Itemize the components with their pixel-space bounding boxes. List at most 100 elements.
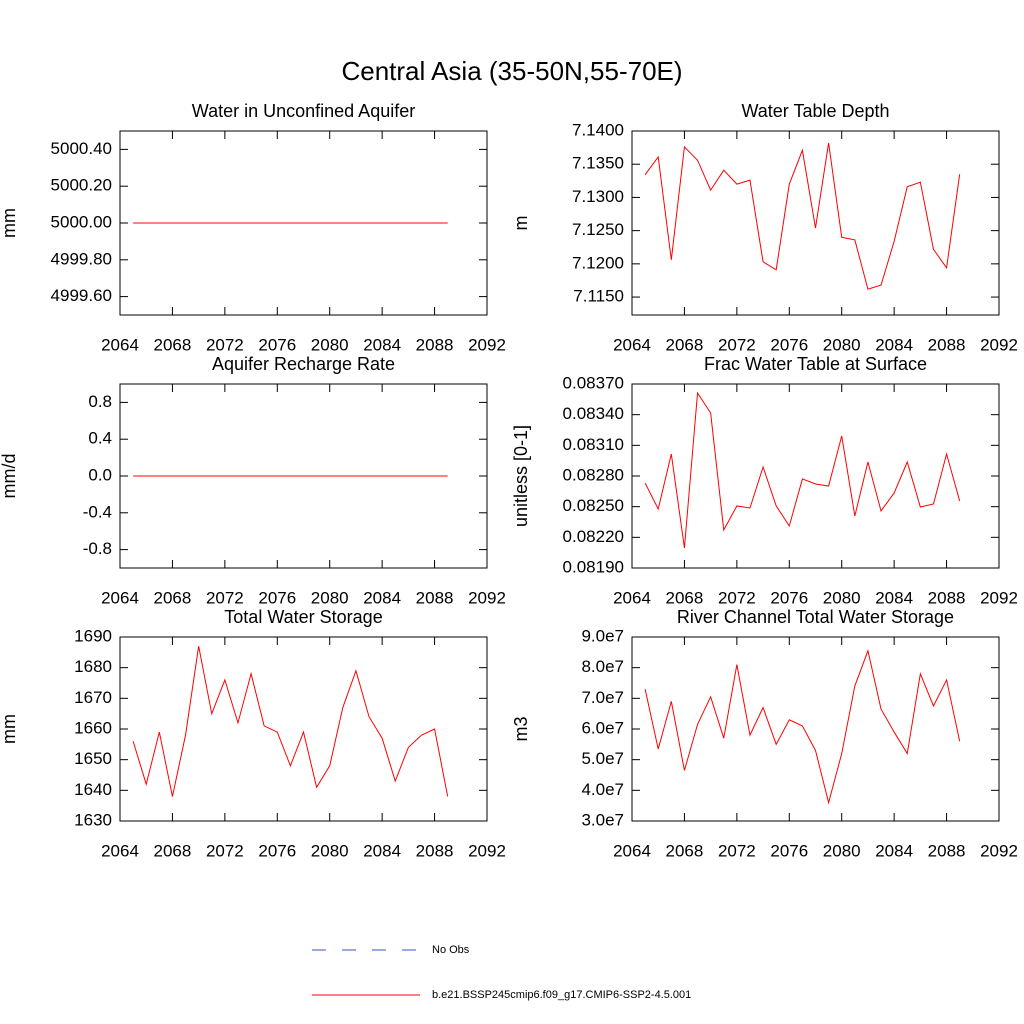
y-tick-label: 0.08370 <box>563 373 624 392</box>
x-tick-label: 2084 <box>875 588 913 607</box>
x-tick-label: 2080 <box>823 335 861 354</box>
x-tick-label: 2064 <box>613 588 651 607</box>
x-tick-label: 2080 <box>823 841 861 860</box>
y-tick-label: 1630 <box>74 810 112 829</box>
y-tick-label: 0.08250 <box>563 496 624 515</box>
y-tick-label: 4999.80 <box>51 249 112 268</box>
y-tick-label: 1660 <box>74 718 112 737</box>
x-tick-label: 2088 <box>928 335 966 354</box>
x-tick-label: 2068 <box>666 588 704 607</box>
x-tick-label: 2092 <box>980 588 1018 607</box>
panel-title: Aquifer Recharge Rate <box>212 354 395 374</box>
x-tick-label: 2084 <box>363 335 401 354</box>
panel-title: Total Water Storage <box>224 607 382 627</box>
y-tick-label: 0.8 <box>88 392 112 411</box>
data-line <box>644 391 961 549</box>
x-tick-label: 2064 <box>101 335 139 354</box>
y-tick-label: 5000.20 <box>51 176 112 195</box>
plot-frame <box>631 130 1000 316</box>
y-tick-label: 7.1150 <box>573 287 624 306</box>
panel-title: Water in Unconfined Aquifer <box>192 101 415 121</box>
y-tick-label: 1650 <box>74 749 112 768</box>
y-tick-label: 9.0e7 <box>581 626 624 645</box>
x-tick-label: 2084 <box>875 335 913 354</box>
x-tick-label: 2064 <box>613 841 651 860</box>
x-tick-label: 2068 <box>154 335 192 354</box>
x-tick-label: 2068 <box>154 841 192 860</box>
x-tick-label: 2076 <box>258 335 296 354</box>
y-tick-label: 0.08280 <box>563 465 624 484</box>
y-axis-label: m <box>511 216 531 231</box>
y-axis-label: mm <box>0 208 19 238</box>
y-tick-label: 8.0e7 <box>581 657 624 676</box>
y-tick-label: 4.0e7 <box>581 780 624 799</box>
plot-frame <box>631 636 1000 822</box>
x-tick-label: 2092 <box>980 335 1018 354</box>
x-tick-label: 2072 <box>206 335 244 354</box>
y-tick-label: 7.1200 <box>572 253 624 272</box>
y-tick-label: 7.1400 <box>572 120 624 139</box>
y-tick-label: 1670 <box>74 688 112 707</box>
data-line <box>644 649 961 805</box>
y-tick-label: 7.0e7 <box>581 688 624 707</box>
x-tick-label: 2076 <box>770 335 808 354</box>
data-line <box>132 646 449 797</box>
data-line <box>644 142 961 290</box>
y-tick-label: 0.4 <box>88 429 112 448</box>
x-tick-label: 2072 <box>206 841 244 860</box>
plot-frame <box>119 636 488 822</box>
x-tick-label: 2068 <box>154 588 192 607</box>
x-tick-label: 2084 <box>363 588 401 607</box>
x-tick-label: 2092 <box>468 588 506 607</box>
x-tick-label: 2064 <box>101 588 139 607</box>
x-tick-label: 2088 <box>928 841 966 860</box>
x-tick-label: 2084 <box>875 841 913 860</box>
y-tick-label: -0.8 <box>83 539 112 558</box>
x-tick-label: 2064 <box>613 335 651 354</box>
y-tick-label: 0.0 <box>88 465 112 484</box>
x-tick-label: 2088 <box>416 588 454 607</box>
y-axis-label: mm <box>0 714 19 744</box>
y-tick-label: 0.08190 <box>563 557 624 576</box>
y-tick-label: 7.1250 <box>572 220 624 239</box>
x-tick-label: 2072 <box>206 588 244 607</box>
y-axis-label: unitless [0-1] <box>511 425 531 527</box>
x-tick-label: 2076 <box>770 588 808 607</box>
y-tick-label: 5000.40 <box>51 139 112 158</box>
y-tick-label: 0.08340 <box>563 404 624 423</box>
y-tick-label: 4999.60 <box>51 286 112 305</box>
x-tick-label: 2084 <box>363 841 401 860</box>
panel-title: Water Table Depth <box>741 101 889 121</box>
x-tick-label: 2092 <box>468 335 506 354</box>
y-tick-label: 5000.00 <box>51 212 112 231</box>
y-tick-label: 3.0e7 <box>581 810 624 829</box>
x-tick-label: 2092 <box>468 841 506 860</box>
x-tick-label: 2072 <box>718 335 756 354</box>
plot-frame <box>631 383 1000 569</box>
panel-title: River Channel Total Water Storage <box>677 607 954 627</box>
y-tick-label: 1690 <box>74 626 112 645</box>
y-tick-label: 0.08310 <box>563 435 624 454</box>
x-tick-label: 2080 <box>823 588 861 607</box>
y-tick-label: -0.4 <box>83 502 112 521</box>
x-tick-label: 2088 <box>928 588 966 607</box>
y-axis-label: m3 <box>511 716 531 741</box>
x-tick-label: 2068 <box>666 841 704 860</box>
x-tick-label: 2088 <box>416 841 454 860</box>
legend-label: b.e21.BSSP245cmip6.f09_g17.CMIP6-SSP2-4.… <box>432 989 691 1001</box>
figure-title: Central Asia (35-50N,55-70E) <box>341 56 682 86</box>
y-tick-label: 1680 <box>74 657 112 676</box>
x-tick-label: 2092 <box>980 841 1018 860</box>
x-tick-label: 2072 <box>718 841 756 860</box>
x-tick-label: 2076 <box>258 588 296 607</box>
y-tick-label: 7.1350 <box>572 154 624 173</box>
y-tick-label: 0.08220 <box>563 527 624 546</box>
x-tick-label: 2080 <box>311 841 349 860</box>
x-tick-label: 2068 <box>666 335 704 354</box>
panel-title: Frac Water Table at Surface <box>704 354 927 374</box>
x-tick-label: 2080 <box>311 335 349 354</box>
x-tick-label: 2064 <box>101 841 139 860</box>
x-tick-label: 2080 <box>311 588 349 607</box>
y-tick-label: 5.0e7 <box>581 749 624 768</box>
